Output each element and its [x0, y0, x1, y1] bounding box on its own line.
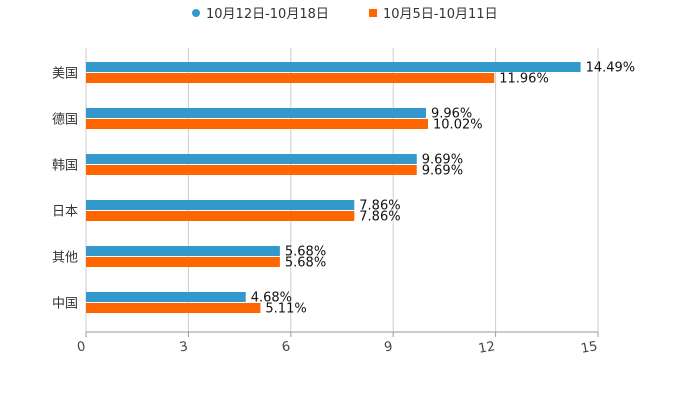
bar-value-label: 7.86%	[359, 199, 400, 214]
y-category-label: 日本	[52, 205, 78, 220]
y-category-label: 中国	[52, 297, 78, 312]
bar-value-label: 5.11%	[265, 302, 306, 317]
bar-current-week[interactable]	[86, 246, 280, 256]
bar-value-label: 14.49%	[586, 61, 636, 76]
x-tick-label: 12	[477, 339, 496, 357]
y-category-label: 德国	[52, 113, 78, 128]
bar-previous-week[interactable]	[86, 165, 417, 175]
bar-value-label: 9.69%	[422, 164, 463, 179]
legend-label: 10月5日-10月11日	[383, 7, 498, 22]
bar-previous-week[interactable]	[86, 303, 261, 313]
bar-value-label: 5.68%	[285, 256, 326, 271]
bar-value-label: 5.68%	[285, 245, 326, 260]
y-category-label: 美国	[52, 67, 78, 82]
bar-value-label: 11.96%	[499, 72, 549, 87]
x-tick-label: 6	[281, 339, 292, 355]
x-tick-label: 0	[76, 339, 87, 355]
bar-value-label: 4.68%	[251, 291, 292, 306]
bar-value-label: 9.96%	[431, 107, 472, 122]
legend-item[interactable]: 10月5日-10月11日	[369, 7, 498, 22]
bar-previous-week[interactable]	[86, 257, 280, 267]
legend-marker-square	[369, 9, 377, 17]
bar-value-label: 7.86%	[359, 210, 400, 225]
bar-current-week[interactable]	[86, 200, 355, 210]
bar-previous-week[interactable]	[86, 211, 355, 221]
bar-current-week[interactable]	[86, 292, 246, 302]
bar-value-label: 9.69%	[422, 153, 463, 168]
y-category-label: 其他	[52, 251, 78, 266]
y-category-label: 韩国	[52, 159, 78, 174]
legend-item[interactable]: 10月12日-10月18日	[192, 7, 329, 22]
bar-current-week[interactable]	[86, 154, 417, 164]
bars	[86, 62, 581, 313]
gridlines	[85, 48, 599, 332]
data-labels: 14.49% 11.96% 9.96%10.02% 9.69%9.69% 7.86%7.…	[251, 61, 635, 317]
bar-current-week[interactable]	[86, 62, 581, 72]
legend[interactable]: 10月12日-10月18日 10月5日-10月11日	[192, 7, 498, 22]
bar-current-week[interactable]	[86, 108, 426, 118]
x-tick-label: 15	[580, 339, 599, 357]
bar-value-label: 10.02%	[433, 118, 483, 133]
bar-previous-week[interactable]	[86, 73, 495, 83]
bar-previous-week[interactable]	[86, 119, 429, 129]
x-tick-label: 3	[178, 339, 189, 355]
legend-label: 10月12日-10月18日	[206, 7, 329, 22]
x-tick-label: 9	[383, 339, 394, 355]
legend-marker-circle	[192, 9, 200, 17]
